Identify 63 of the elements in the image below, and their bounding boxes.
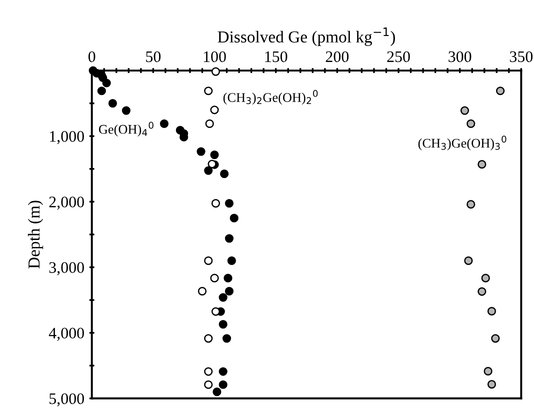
x-tick-label: 0 [88, 51, 96, 62]
point [220, 170, 229, 178]
point [212, 388, 222, 396]
point [460, 106, 470, 115]
point [218, 320, 228, 329]
point [204, 334, 213, 343]
point [218, 367, 228, 376]
point [196, 147, 206, 156]
x-tick-label: 150 [265, 51, 288, 62]
point [478, 160, 486, 169]
point [496, 86, 505, 96]
point [478, 287, 486, 296]
point [210, 106, 219, 114]
x-axis-title: Dissolved Ge (pmol kg$^{−1}$) [218, 28, 395, 46]
y-tick-label: 2,000 [49, 196, 84, 210]
series-label: (CH$_{3}$)$_{2}$Ge(OH)$_{2}$$^{0}$ [223, 90, 318, 105]
point [230, 214, 238, 222]
y-axis-title: Depth (m) [28, 200, 44, 268]
point [487, 380, 496, 389]
series-label: (CH$_{3}$)Ge(OH)$_{3}$$^{0}$ [418, 136, 506, 150]
point [211, 67, 220, 76]
point [466, 200, 476, 209]
point [204, 166, 213, 175]
point [211, 199, 220, 208]
x-tick-label: 250 [387, 51, 410, 62]
point [205, 119, 214, 128]
point [484, 366, 492, 376]
y-tick-label: 1,000 [50, 131, 84, 144]
point [208, 160, 216, 168]
x-tick-label: 300 [448, 51, 472, 62]
point [102, 78, 111, 88]
point [204, 380, 213, 389]
y-tick-label: 3,000 [49, 262, 84, 276]
series-label: Ge(OH)$_{4}$$^{0}$ [98, 122, 154, 136]
point [204, 86, 213, 96]
point [160, 119, 169, 128]
point [224, 274, 232, 282]
y-tick-label: 4,000 [48, 328, 84, 341]
point [204, 256, 213, 265]
point [218, 293, 228, 302]
point [210, 274, 219, 282]
point [224, 286, 234, 296]
point [487, 306, 496, 316]
x-tick-label: 350 [510, 51, 533, 62]
point [198, 286, 207, 296]
point [210, 150, 219, 160]
point [204, 367, 213, 376]
point [122, 106, 130, 115]
point [97, 86, 106, 96]
point [481, 274, 490, 282]
x-tick-label: 100 [204, 51, 226, 62]
point [222, 334, 232, 343]
point [464, 256, 473, 265]
point [227, 256, 236, 265]
point [491, 334, 500, 343]
x-tick-label: 50 [146, 51, 161, 62]
point [224, 199, 234, 208]
y-tick-label: 5,000 [50, 393, 84, 406]
point [108, 99, 117, 108]
x-tick-label: 200 [326, 51, 349, 62]
point [466, 119, 476, 128]
point [218, 380, 228, 389]
point [224, 234, 234, 243]
